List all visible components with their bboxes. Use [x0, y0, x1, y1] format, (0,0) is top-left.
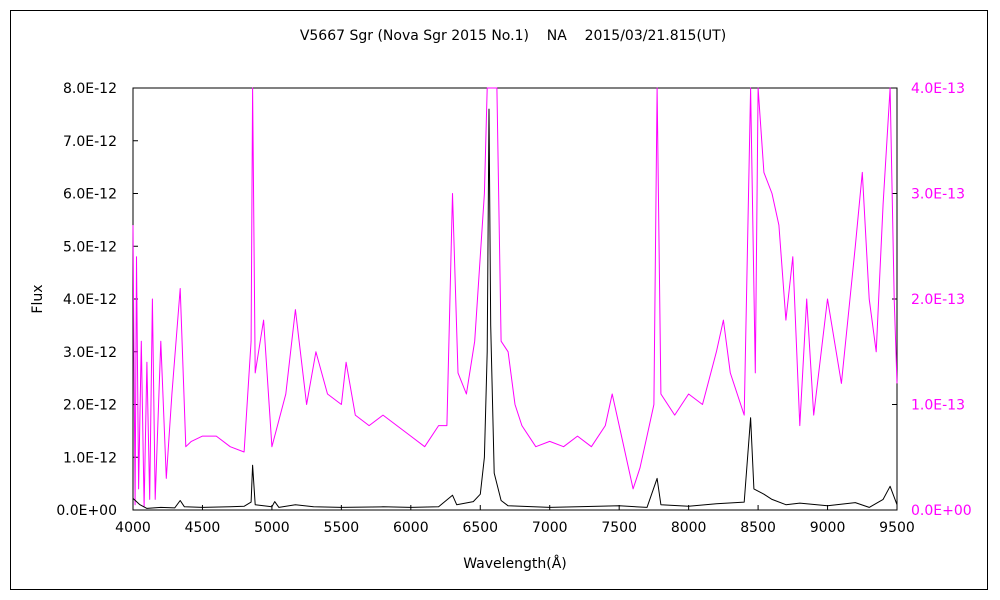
- x-tick-label: 6500: [462, 520, 498, 536]
- y2-tick-label: 4.0E-13: [911, 81, 965, 97]
- y-tick-label: 1.0E-12: [63, 450, 117, 466]
- y-tick-label: 7.0E-12: [63, 134, 117, 150]
- x-tick-label: 9000: [810, 520, 846, 536]
- y-axis-label: Flux: [30, 284, 46, 313]
- y-tick-label: 6.0E-12: [63, 187, 117, 203]
- y-tick-label: 4.0E-12: [63, 292, 117, 308]
- x-tick-label: 6000: [393, 520, 429, 536]
- y-axis-left: 0.0E+00 1.0E-12 2.0E-12 3.0E-12 4.0E-12 5.0E-…: [56, 81, 138, 519]
- y2-tick-label: 1.0E-13: [911, 398, 965, 414]
- chart-title: V5667 Sgr (Nova Sgr 2015 No.1) NA 2015/0…: [300, 28, 726, 44]
- x-tick-label: 4500: [185, 520, 221, 536]
- y-tick-label: 0.0E+00: [56, 503, 117, 519]
- y2-tick-label: 2.0E-13: [911, 292, 965, 308]
- plot-area: [132, 87, 898, 511]
- x-tick-label: 4000: [115, 520, 151, 536]
- x-tick-label: 7500: [601, 520, 637, 536]
- y-tick-label: 8.0E-12: [63, 81, 117, 97]
- x-tick-label: 9500: [879, 520, 915, 536]
- y2-tick-label: 0.0E+00: [911, 503, 972, 519]
- x-axis: 4000 4500 5000 5500 6000 6500 7000 7500 8000 8500…: [115, 505, 915, 536]
- x-axis-label: Wavelength(Å): [463, 555, 567, 572]
- x-tick-label: 8000: [671, 520, 707, 536]
- y-axis-right: 0.0E+00 1.0E-13 2.0E-13 3.0E-13 4.0E-13: [892, 81, 972, 519]
- x-tick-label: 8500: [740, 520, 776, 536]
- x-tick-label: 7000: [532, 520, 568, 536]
- series-line-right: [132, 87, 898, 508]
- y-tick-label: 3.0E-12: [63, 345, 117, 361]
- x-tick-label: 5000: [254, 520, 290, 536]
- y2-tick-label: 3.0E-13: [911, 187, 965, 203]
- y-tick-label: 5.0E-12: [63, 239, 117, 255]
- chart-frame: [10, 10, 988, 590]
- y-tick-label: 2.0E-12: [63, 398, 117, 414]
- series-layer: [132, 87, 898, 509]
- series-line-left: [132, 108, 898, 509]
- x-tick-label: 5500: [324, 520, 360, 536]
